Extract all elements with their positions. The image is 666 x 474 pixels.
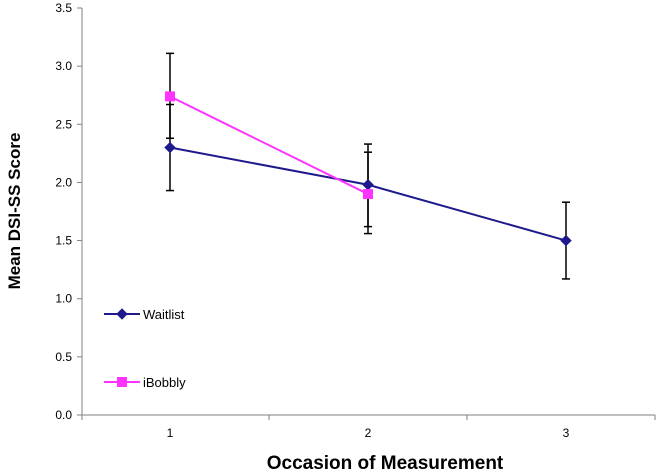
- y-tick-label: 3.0: [55, 59, 72, 73]
- y-tick-label: 2.0: [55, 175, 72, 189]
- data-point-ibobbly: [165, 91, 175, 102]
- data-series: [164, 91, 572, 247]
- data-point-ibobbly: [363, 189, 373, 200]
- legend-label-ibobbly: iBobbly: [143, 375, 186, 390]
- y-tick-label: 0.0: [55, 408, 72, 422]
- data-point-waitlist: [362, 179, 374, 191]
- y-axis-title: Mean DSI-SS Score: [5, 133, 24, 290]
- y-tick-label: 1.0: [55, 292, 72, 306]
- x-axis-title: Occasion of Measurement: [267, 453, 504, 474]
- data-point-waitlist: [164, 141, 176, 154]
- legend-marker-ibobbly: [117, 377, 127, 387]
- series-line-ibobbly: [169, 95, 369, 195]
- chart-axes: [81, 8, 655, 416]
- y-tick-label: 1.5: [55, 234, 72, 248]
- x-tick-label: 3: [563, 426, 570, 440]
- y-tick-label: 2.5: [55, 117, 72, 131]
- legend-marker-waitlist: [116, 308, 128, 320]
- error-bars: [166, 52, 570, 280]
- legend-label-waitlist: Waitlist: [143, 307, 185, 322]
- y-tick-label: 3.5: [55, 1, 72, 15]
- y-tick-label: 0.5: [55, 350, 72, 364]
- x-tick-label: 2: [365, 426, 372, 440]
- legend: Waitlist iBobbly: [104, 307, 186, 390]
- data-point-waitlist: [560, 234, 572, 247]
- x-tick-label: 1: [167, 426, 174, 440]
- x-axis-ticks: 1 2 3: [81, 415, 656, 440]
- y-axis-ticks: 0.0 0.5 1.0 1.5 2.0 2.5 3.0 3.5: [55, 1, 82, 422]
